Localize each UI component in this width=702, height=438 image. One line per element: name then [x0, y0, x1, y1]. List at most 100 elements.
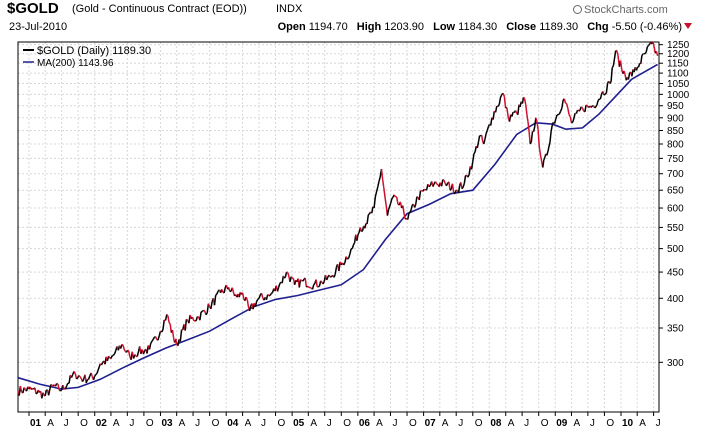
price-segment — [502, 92, 505, 97]
price-segment — [416, 196, 419, 198]
price-segment — [403, 213, 407, 220]
y-tick-label: 300 — [667, 358, 684, 369]
price-segment — [463, 175, 467, 184]
y-tick-label: 1050 — [667, 79, 690, 90]
chart-legend: $GOLD (Daily) 1189.30 MA(200) 1143.96 — [23, 45, 151, 69]
price-segment — [532, 126, 536, 132]
y-tick-label: 700 — [667, 169, 684, 180]
price-segment — [90, 372, 94, 377]
price-segment — [162, 319, 165, 330]
price-segment — [58, 389, 61, 392]
chart-date: 23-Jul-2010 — [9, 21, 68, 33]
y-axis: 300 350 400 450 500 550 600 650 700 750 800 850 9009… — [659, 40, 690, 369]
price-segment — [267, 293, 270, 297]
y-tick-label: 500 — [667, 244, 684, 255]
price-segment — [94, 374, 97, 377]
price-segment — [413, 204, 417, 208]
price-segment — [573, 113, 576, 119]
price-segment — [179, 329, 183, 342]
price-segment — [644, 51, 647, 55]
price-segment — [258, 295, 261, 299]
ohlc-summary: Open 1194.70 High 1203.90 Low 1184.30 Cl… — [278, 21, 692, 33]
price-segment — [496, 105, 499, 108]
chg-label: Chg — [587, 21, 609, 33]
price-segment — [595, 104, 598, 108]
x-tick-label: A — [442, 418, 449, 429]
price-segment — [387, 206, 391, 210]
price-segment — [75, 377, 79, 380]
price-segment — [79, 376, 82, 379]
price-segment — [599, 94, 603, 100]
price-segment — [603, 93, 606, 96]
price-segment — [85, 379, 89, 384]
price-segment — [107, 355, 111, 359]
price-segment — [151, 339, 154, 342]
price-segment — [161, 329, 164, 333]
price-segment — [569, 116, 573, 123]
price-segment — [528, 131, 531, 145]
price-segment — [381, 179, 385, 188]
open-label: Open — [277, 21, 306, 33]
price-segment — [19, 386, 23, 393]
price-segment — [299, 279, 303, 282]
price-segment — [78, 374, 81, 378]
price-segment — [203, 309, 206, 312]
price-segment — [307, 285, 310, 288]
price-segment — [462, 183, 466, 188]
y-tick-label: 800 — [667, 139, 684, 150]
price-segment — [171, 329, 175, 338]
price-segment — [391, 196, 394, 200]
price-segment — [142, 350, 146, 355]
price-segment — [185, 318, 189, 322]
ma200-line — [17, 63, 658, 390]
price-segment — [136, 351, 140, 357]
price-segment — [373, 196, 377, 209]
price-segment — [290, 276, 293, 279]
price-segment — [527, 121, 530, 132]
x-tick-label: A — [508, 418, 515, 429]
price-segment — [514, 110, 518, 114]
price-segment — [223, 287, 227, 294]
price-segment — [378, 176, 381, 182]
price-segment — [499, 94, 503, 98]
price-segment — [407, 212, 410, 220]
price-segment — [100, 362, 104, 366]
price-segment — [568, 114, 571, 118]
x-tick-label: 06 — [359, 418, 371, 429]
price-segment — [199, 311, 202, 321]
price-segment — [402, 205, 405, 215]
price-segment — [73, 371, 76, 375]
price-segment — [325, 276, 329, 281]
price-segment — [542, 159, 545, 168]
high-label: High — [356, 21, 382, 33]
brand-watermark[interactable]: StockCharts.com — [573, 4, 668, 16]
price-segment — [535, 117, 538, 122]
price-segment — [175, 338, 178, 345]
price-segment — [594, 106, 597, 109]
x-tick-label: J — [195, 418, 200, 429]
price-segment — [48, 384, 52, 391]
price-segment — [613, 50, 617, 59]
copyright-icon — [573, 5, 582, 14]
x-tick-label: O — [606, 418, 614, 429]
price-segment — [227, 287, 231, 292]
price-segment — [34, 387, 37, 395]
price-segment — [121, 343, 124, 346]
price-segment — [623, 70, 626, 75]
y-tick-label: 450 — [667, 268, 684, 279]
x-tick-label: O — [146, 418, 154, 429]
price-segment — [494, 105, 498, 113]
x-tick-label: 10 — [622, 418, 634, 429]
price-segment — [581, 107, 585, 112]
x-tick-label: J — [129, 418, 134, 429]
price-segment — [383, 187, 386, 198]
price-segment — [546, 151, 549, 156]
y-tick-label: 850 — [667, 126, 684, 137]
price-segment — [23, 387, 26, 390]
price-segment — [47, 389, 51, 396]
price-segment — [422, 188, 425, 192]
price-segment — [352, 242, 356, 246]
price-segment — [440, 179, 444, 187]
price-segment — [567, 108, 570, 115]
